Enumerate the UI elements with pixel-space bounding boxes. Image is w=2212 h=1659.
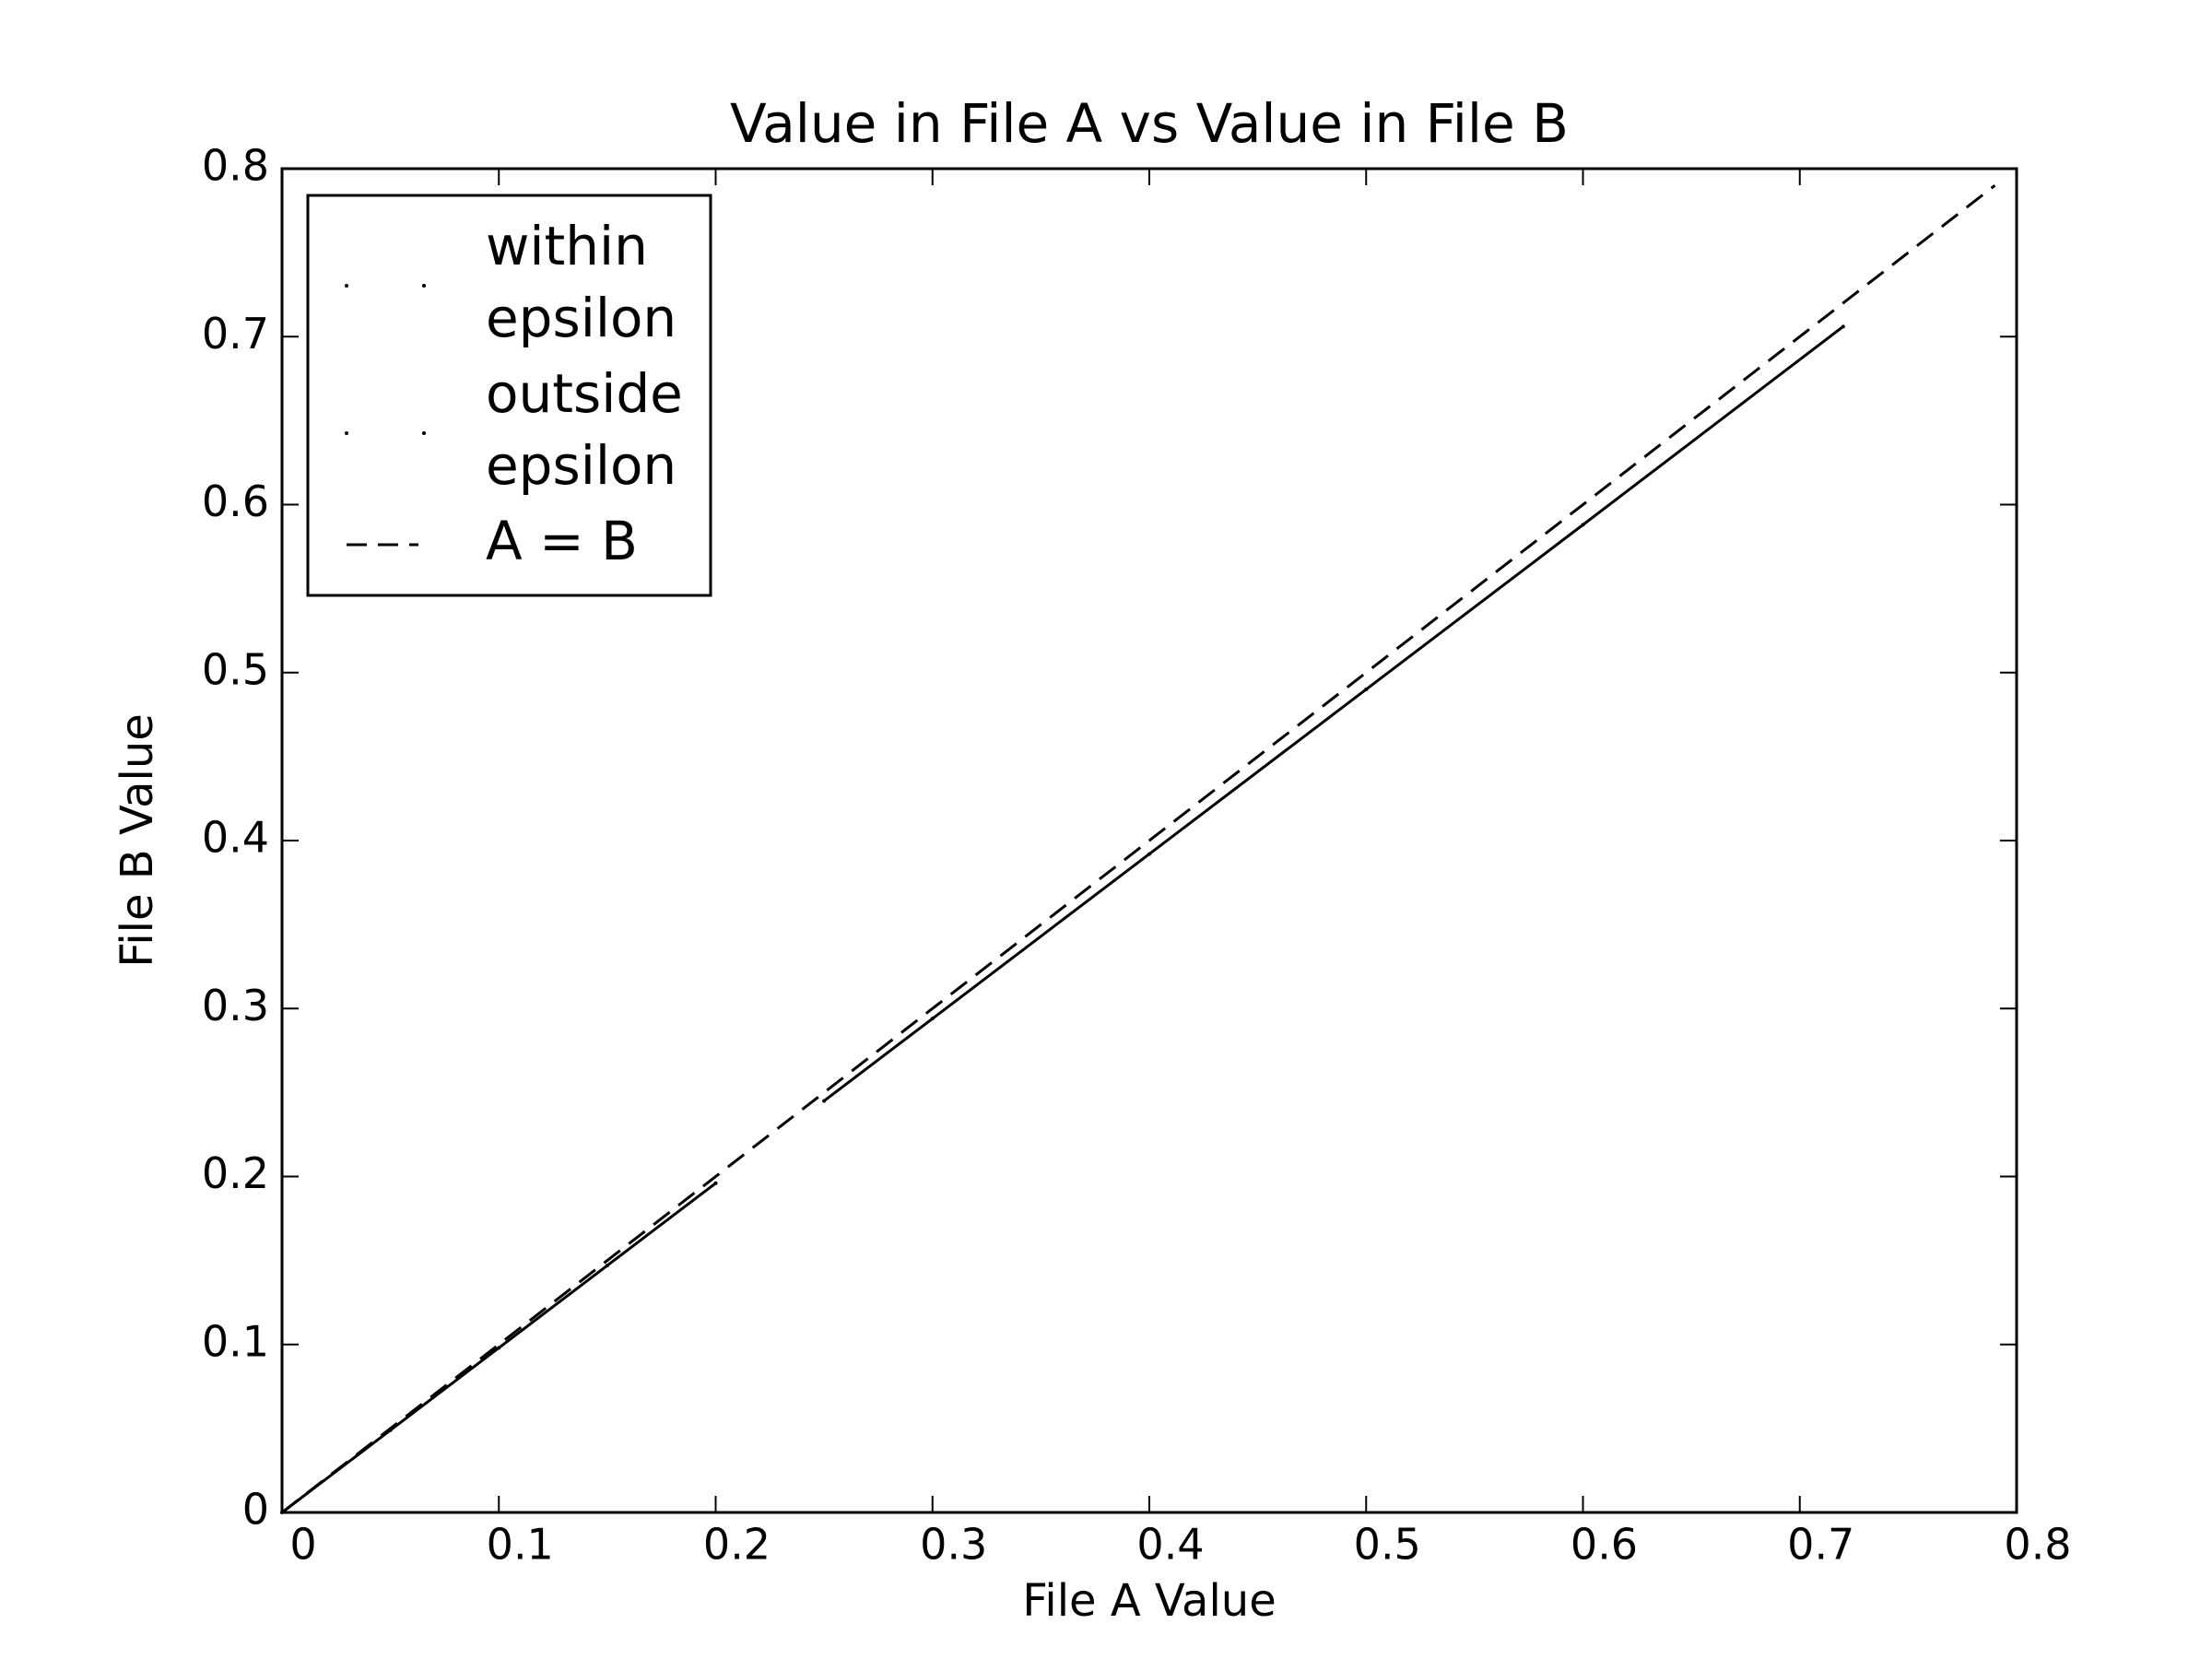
- legend-swatch: [345, 431, 348, 435]
- x-tick-label: 0: [289, 1520, 316, 1570]
- legend-swatch: [422, 431, 426, 435]
- y-tick-label: 0.4: [202, 813, 269, 863]
- y-axis-label: File B Value: [112, 713, 163, 968]
- y-tick-label: 0.7: [202, 309, 269, 359]
- chart-title: Value in File A vs Value in File B: [730, 92, 1569, 155]
- y-tick-label: 0.2: [202, 1148, 269, 1198]
- plot-frame: [280, 167, 2018, 1514]
- x-tick-label: 0.2: [703, 1520, 771, 1570]
- y-tick-label: 0.3: [202, 981, 269, 1030]
- point: [1147, 852, 1151, 856]
- legend-label: within epsilon: [486, 215, 677, 349]
- x-axis-label: File A Value: [1022, 1575, 1276, 1627]
- legend-box: [306, 194, 712, 597]
- legend-swatch: [422, 284, 426, 288]
- point: [497, 1346, 501, 1350]
- point: [713, 1181, 718, 1185]
- point-trace: [823, 325, 1844, 1102]
- legend-swatch: [345, 284, 348, 288]
- x-tick-label: 0.6: [1571, 1520, 1638, 1570]
- y-tick-label: 0.8: [202, 141, 269, 191]
- point: [1364, 687, 1369, 691]
- x-tick-label: 0.3: [920, 1520, 987, 1570]
- point: [1581, 523, 1585, 527]
- y-tick-label: 0.6: [202, 477, 269, 526]
- y-tick-label: 0.1: [202, 1316, 269, 1366]
- y-tick-label: 0.5: [202, 644, 269, 694]
- y-tick-label: 0: [242, 1485, 269, 1535]
- point: [930, 1017, 935, 1021]
- legend-label: A = B: [486, 510, 638, 572]
- legend-label: outside epsilon: [486, 362, 683, 497]
- point: [822, 1099, 827, 1103]
- point: [1841, 324, 1845, 329]
- x-tick-label: 0.4: [1136, 1520, 1204, 1570]
- x-tick-label: 0.7: [1787, 1520, 1854, 1570]
- point: [605, 1264, 609, 1268]
- x-tick-label: 0.8: [2004, 1520, 2071, 1570]
- reference-line: [281, 184, 1996, 1514]
- x-tick-label: 0.5: [1354, 1520, 1421, 1570]
- x-tick-label: 0.1: [487, 1520, 554, 1570]
